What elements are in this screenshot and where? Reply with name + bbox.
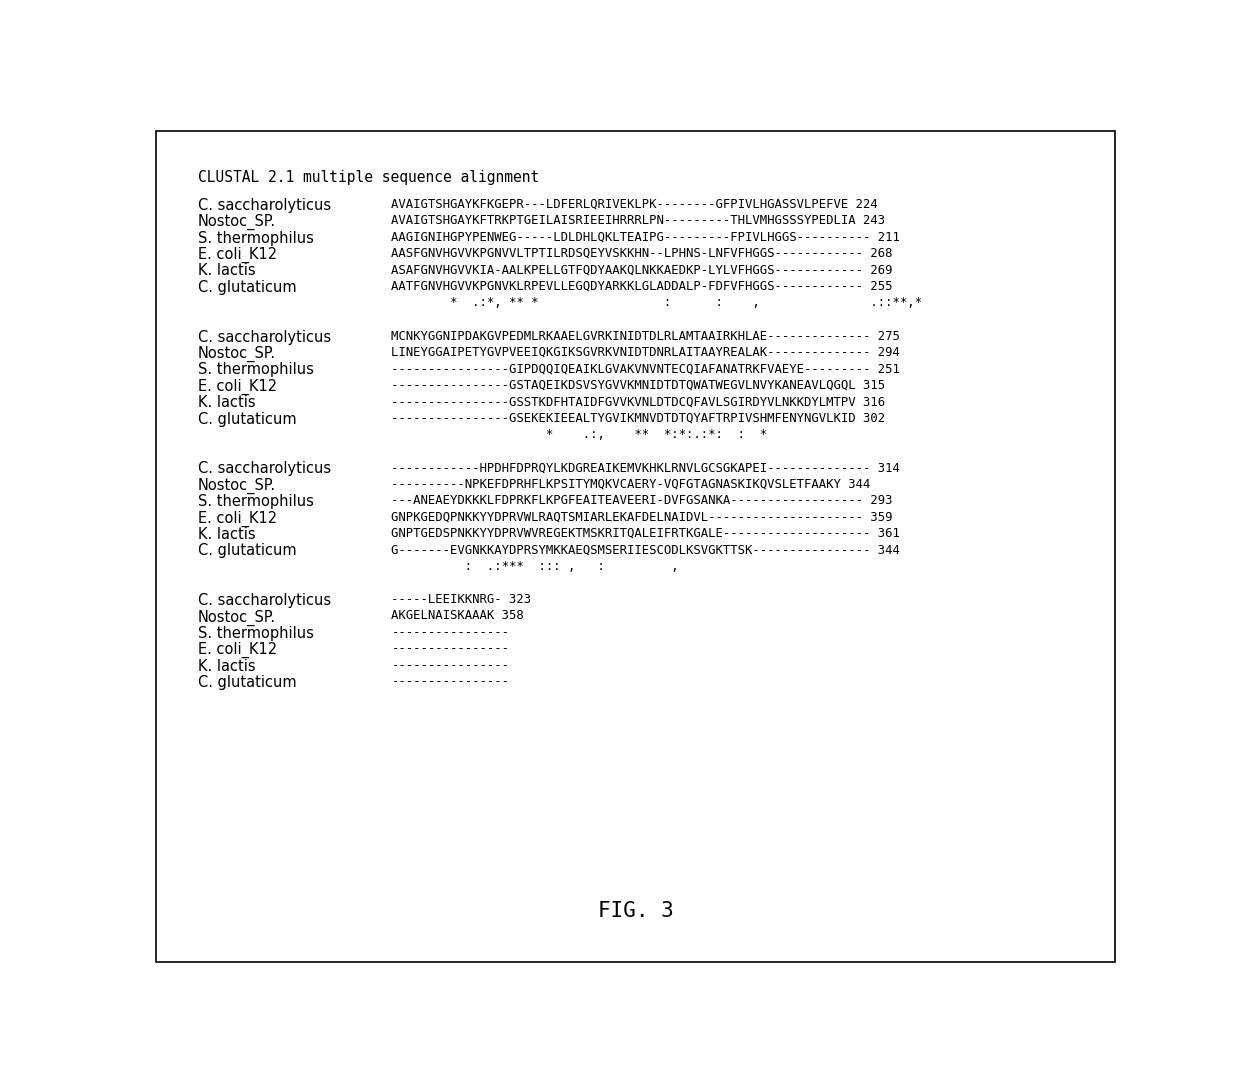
Text: GNPKGEDQPNKKYYDPRVWLRAQTSMIARLEKAFDELNAIDVL--------------------- 359: GNPKGEDQPNKKYYDPRVWLRAQTSMIARLEKAFDELNAI…	[392, 511, 893, 524]
Text: E. coli_K12: E. coli_K12	[197, 643, 277, 659]
Text: ----------------: ----------------	[392, 643, 510, 656]
Text: ---ANEAEYDKKKLFDPRKFLKPGFEAITEAVEERI-DVFGSANKA------------------ 293: ---ANEAEYDKKKLFDPRKFLKPGFEAITEAVEERI-DVF…	[392, 494, 893, 507]
Text: ----------------: ----------------	[392, 659, 510, 672]
Text: :  .:***  ::: ,   :         ,: : .:*** ::: , : ,	[392, 559, 680, 572]
Text: MCNKYGGNIPDAKGVPEDMLRKAAELGVRKINIDTDLRLAMTAAIRKHLAE-------------- 275: MCNKYGGNIPDAKGVPEDMLRKAAELGVRKINIDTDLRLA…	[392, 330, 900, 343]
Text: -----LEEIKKNRG- 323: -----LEEIKKNRG- 323	[392, 593, 532, 606]
Text: ------------HPDHFDPRQYLKDGREAIKEMVKHKLRNVLGCSGKAPEI-------------- 314: ------------HPDHFDPRQYLKDGREAIKEMVKHKLRN…	[392, 461, 900, 474]
Text: C. glutaticum: C. glutaticum	[197, 543, 296, 558]
Text: K. lactis: K. lactis	[197, 659, 255, 674]
Text: GNPTGEDSPNKKYYDPRVWVREGEKTMSKRITQALEIFRTKGALE-------------------- 361: GNPTGEDSPNKKYYDPRVWVREGEKTMSKRITQALEIFRT…	[392, 527, 900, 540]
Text: S. thermophilus: S. thermophilus	[197, 362, 314, 378]
Text: AVAIGTSHGAYKFKGEPR---LDFERLQRIVEKLPK--------GFPIVLHGASSVLPEFVE 224: AVAIGTSHGAYKFKGEPR---LDFERLQRIVEKLPK----…	[392, 198, 878, 211]
Text: C. glutaticum: C. glutaticum	[197, 411, 296, 426]
Text: K. lactis: K. lactis	[197, 395, 255, 410]
Text: ----------------GSSTKDFHTAIDFGVVKVNLDTDCQFAVLSGIRDYVLNKKDYLMTPV 316: ----------------GSSTKDFHTAIDFGVVKVNLDTDC…	[392, 395, 885, 408]
Text: ----------------GSEKEKIEEALTYGVIKMNVDTDTQYAFTRPIVSHMFENYNGVLKID 302: ----------------GSEKEKIEEALTYGVIKMNVDTDT…	[392, 411, 885, 424]
Text: C. saccharolyticus: C. saccharolyticus	[197, 461, 331, 476]
Text: AATFGNVHGVVKPGNVKLRPEVLLEGQDYARKKLGLADDALP-FDFVFHGGS------------ 255: AATFGNVHGVVKPGNVKLRPEVLLEGQDYARKKLGLADDA…	[392, 280, 893, 293]
Text: C. saccharolyticus: C. saccharolyticus	[197, 198, 331, 213]
Text: E. coli_K12: E. coli_K12	[197, 247, 277, 263]
Text: Nostoc_SP.: Nostoc_SP.	[197, 609, 275, 625]
Text: ----------------GSTAQEIKDSVSYGVVKMNIDTDTQWATWEGVLNVYKANEAVLQGQL 315: ----------------GSTAQEIKDSVSYGVVKMNIDTDT…	[392, 379, 885, 392]
Text: AASFGNVHGVVKPGNVVLTPTILRDSQEYVSKKHN--LPHNS-LNFVFHGGS------------ 268: AASFGNVHGVVKPGNVVLTPTILRDSQEYVSKKHN--LPH…	[392, 247, 893, 260]
Text: ----------------GIPDQQIQEAIKLGVAKVNVNTECQIAFANATRKFVAEYE--------- 251: ----------------GIPDQQIQEAIKLGVAKVNVNTEC…	[392, 362, 900, 375]
Text: C. saccharolyticus: C. saccharolyticus	[197, 330, 331, 344]
Text: G-------EVGNKKAYDPRSYMKKAEQSMSERIIESCODLKSVGKTTSK---------------- 344: G-------EVGNKKAYDPRSYMKKAEQSMSERIIESCODL…	[392, 543, 900, 556]
Text: K. lactis: K. lactis	[197, 527, 255, 542]
Text: AKGELNAISKAAAK 358: AKGELNAISKAAAK 358	[392, 609, 525, 622]
Text: C. glutaticum: C. glutaticum	[197, 675, 296, 690]
Text: K. lactis: K. lactis	[197, 263, 255, 278]
Text: C. saccharolyticus: C. saccharolyticus	[197, 593, 331, 608]
Text: S. thermophilus: S. thermophilus	[197, 230, 314, 246]
Text: AAGIGNIHGPYPENWEG-----LDLDHLQKLTEAIPG---------FPIVLHGGS---------- 211: AAGIGNIHGPYPENWEG-----LDLDHLQKLTEAIPG---…	[392, 230, 900, 243]
Text: E. coli_K12: E. coli_K12	[197, 379, 277, 395]
Text: ----------NPKEFDPRHFLKPSITYMQKVCAERY-VQFGTAGNASKIKQVSLETFAAKY 344: ----------NPKEFDPRHFLKPSITYMQKVCAERY-VQF…	[392, 477, 870, 490]
Text: E. coli_K12: E. coli_K12	[197, 511, 277, 527]
Text: S. thermophilus: S. thermophilus	[197, 494, 314, 509]
Text: AVAIGTSHGAYKFTRKPTGEILAISRIEEIHRRRLPN---------THLVMHGSSSYPEDLIA 243: AVAIGTSHGAYKFTRKPTGEILAISRIEEIHRRRLPN---…	[392, 214, 885, 227]
Text: LINEYGGAIPETYGVPVEEIQKGIKSGVRKVNIDTDNRLAITAAYREALAK-------------- 294: LINEYGGAIPETYGVPVEEIQKGIKSGVRKVNIDTDNRLA…	[392, 346, 900, 359]
Text: Nostoc_SP.: Nostoc_SP.	[197, 346, 275, 362]
Text: C. glutaticum: C. glutaticum	[197, 280, 296, 294]
Text: ----------------: ----------------	[392, 625, 510, 638]
Text: ----------------: ----------------	[392, 675, 510, 688]
Text: Nostoc_SP.: Nostoc_SP.	[197, 214, 275, 230]
Text: *    .:,    **  *:*:.:*:  :  *: * .:, ** *:*:.:*: : *	[392, 427, 768, 440]
Text: *  .:*, ** *                 :      :    ,               .::**,*: * .:*, ** * : : , .::**,*	[392, 296, 923, 309]
Text: ASAFGNVHGVVKIA-AALKPELLGTFQDYAAKQLNKKAEDKP-LYLVFHGGS------------ 269: ASAFGNVHGVVKIA-AALKPELLGTFQDYAAKQLNKKAED…	[392, 263, 893, 276]
Text: S. thermophilus: S. thermophilus	[197, 625, 314, 641]
Text: Nostoc_SP.: Nostoc_SP.	[197, 477, 275, 493]
Text: FIG. 3: FIG. 3	[598, 900, 673, 921]
Text: CLUSTAL 2.1 multiple sequence alignment: CLUSTAL 2.1 multiple sequence alignment	[197, 170, 539, 185]
